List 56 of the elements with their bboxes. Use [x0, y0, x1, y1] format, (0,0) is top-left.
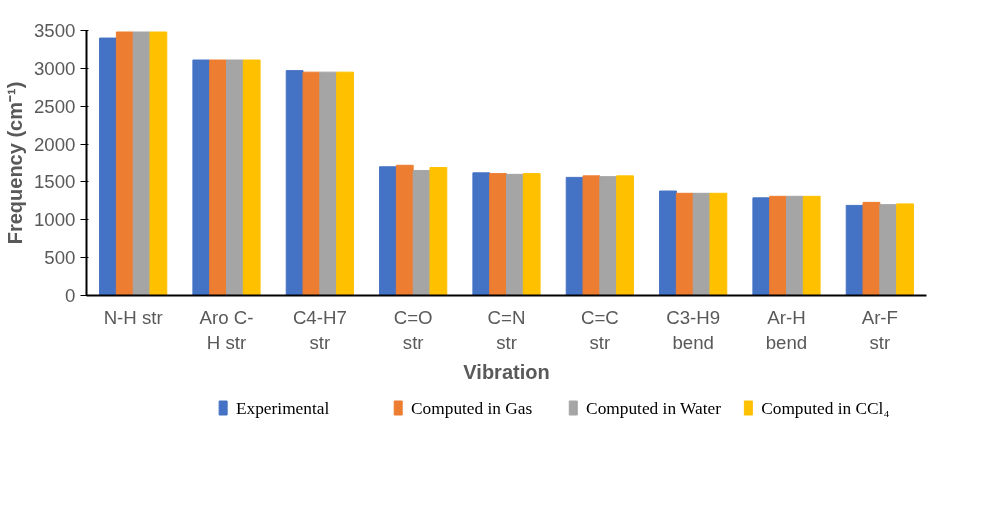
legend-label: Computed in Gas [411, 398, 533, 418]
bar [242, 59, 261, 296]
bar [506, 173, 524, 296]
y-tick-label: 1500 [34, 171, 76, 193]
legend-label: Computed in Water [586, 398, 722, 418]
bar [802, 195, 821, 296]
bar [302, 71, 321, 296]
bar [896, 203, 914, 296]
bar [285, 70, 304, 296]
bar [522, 173, 541, 296]
bar [192, 59, 211, 296]
bar [879, 204, 898, 296]
bar [786, 195, 804, 296]
x-tick-label: N-H str [103, 306, 163, 328]
legend-label: Experimental [235, 398, 330, 418]
bar [99, 37, 117, 296]
bar [659, 190, 677, 296]
bar [489, 173, 507, 296]
y-tick-label: 3500 [34, 20, 76, 41]
bar [616, 175, 634, 296]
bar [582, 175, 601, 296]
y-tick-label: 2000 [34, 133, 76, 155]
bar [226, 59, 244, 296]
bar [412, 170, 431, 296]
bar [336, 71, 354, 296]
bar [395, 164, 414, 296]
x-tick-label: Aro C- H str [199, 306, 254, 353]
x-tick-label: C=O str [393, 306, 433, 353]
bar [379, 166, 397, 296]
y-tick-label: 1000 [34, 209, 76, 231]
x-tick-label: C=C str [580, 306, 619, 353]
y-tick-label: 3000 [34, 57, 76, 79]
bar [675, 192, 694, 296]
y-tick-label: 0 [65, 285, 76, 306]
bar [862, 201, 881, 296]
bar [752, 197, 771, 296]
x-tick-label: C=N str [487, 306, 526, 353]
legend-label: Computed in CCl₄ [761, 398, 890, 418]
x-tick-label: C3-H9 bend [666, 306, 721, 353]
bar [472, 172, 491, 296]
y-tick-label: 2500 [34, 95, 76, 117]
x-tick-label: Ar-F str [861, 306, 898, 353]
x-tick-label: C4-H7 str [292, 306, 347, 353]
y-tick-label: 500 [44, 247, 76, 269]
x-axis-title: Vibration [463, 360, 550, 383]
bar [769, 195, 787, 296]
bar [709, 192, 728, 296]
bar [132, 31, 151, 296]
x-tick-label: Ar-H bend [765, 306, 808, 353]
bar [149, 31, 168, 296]
y-axis-title: Frequency (cm⁻¹) [4, 81, 26, 245]
bar [319, 71, 338, 296]
bar [209, 59, 227, 296]
bar [429, 167, 448, 296]
bar [599, 176, 618, 296]
bar [115, 31, 134, 296]
